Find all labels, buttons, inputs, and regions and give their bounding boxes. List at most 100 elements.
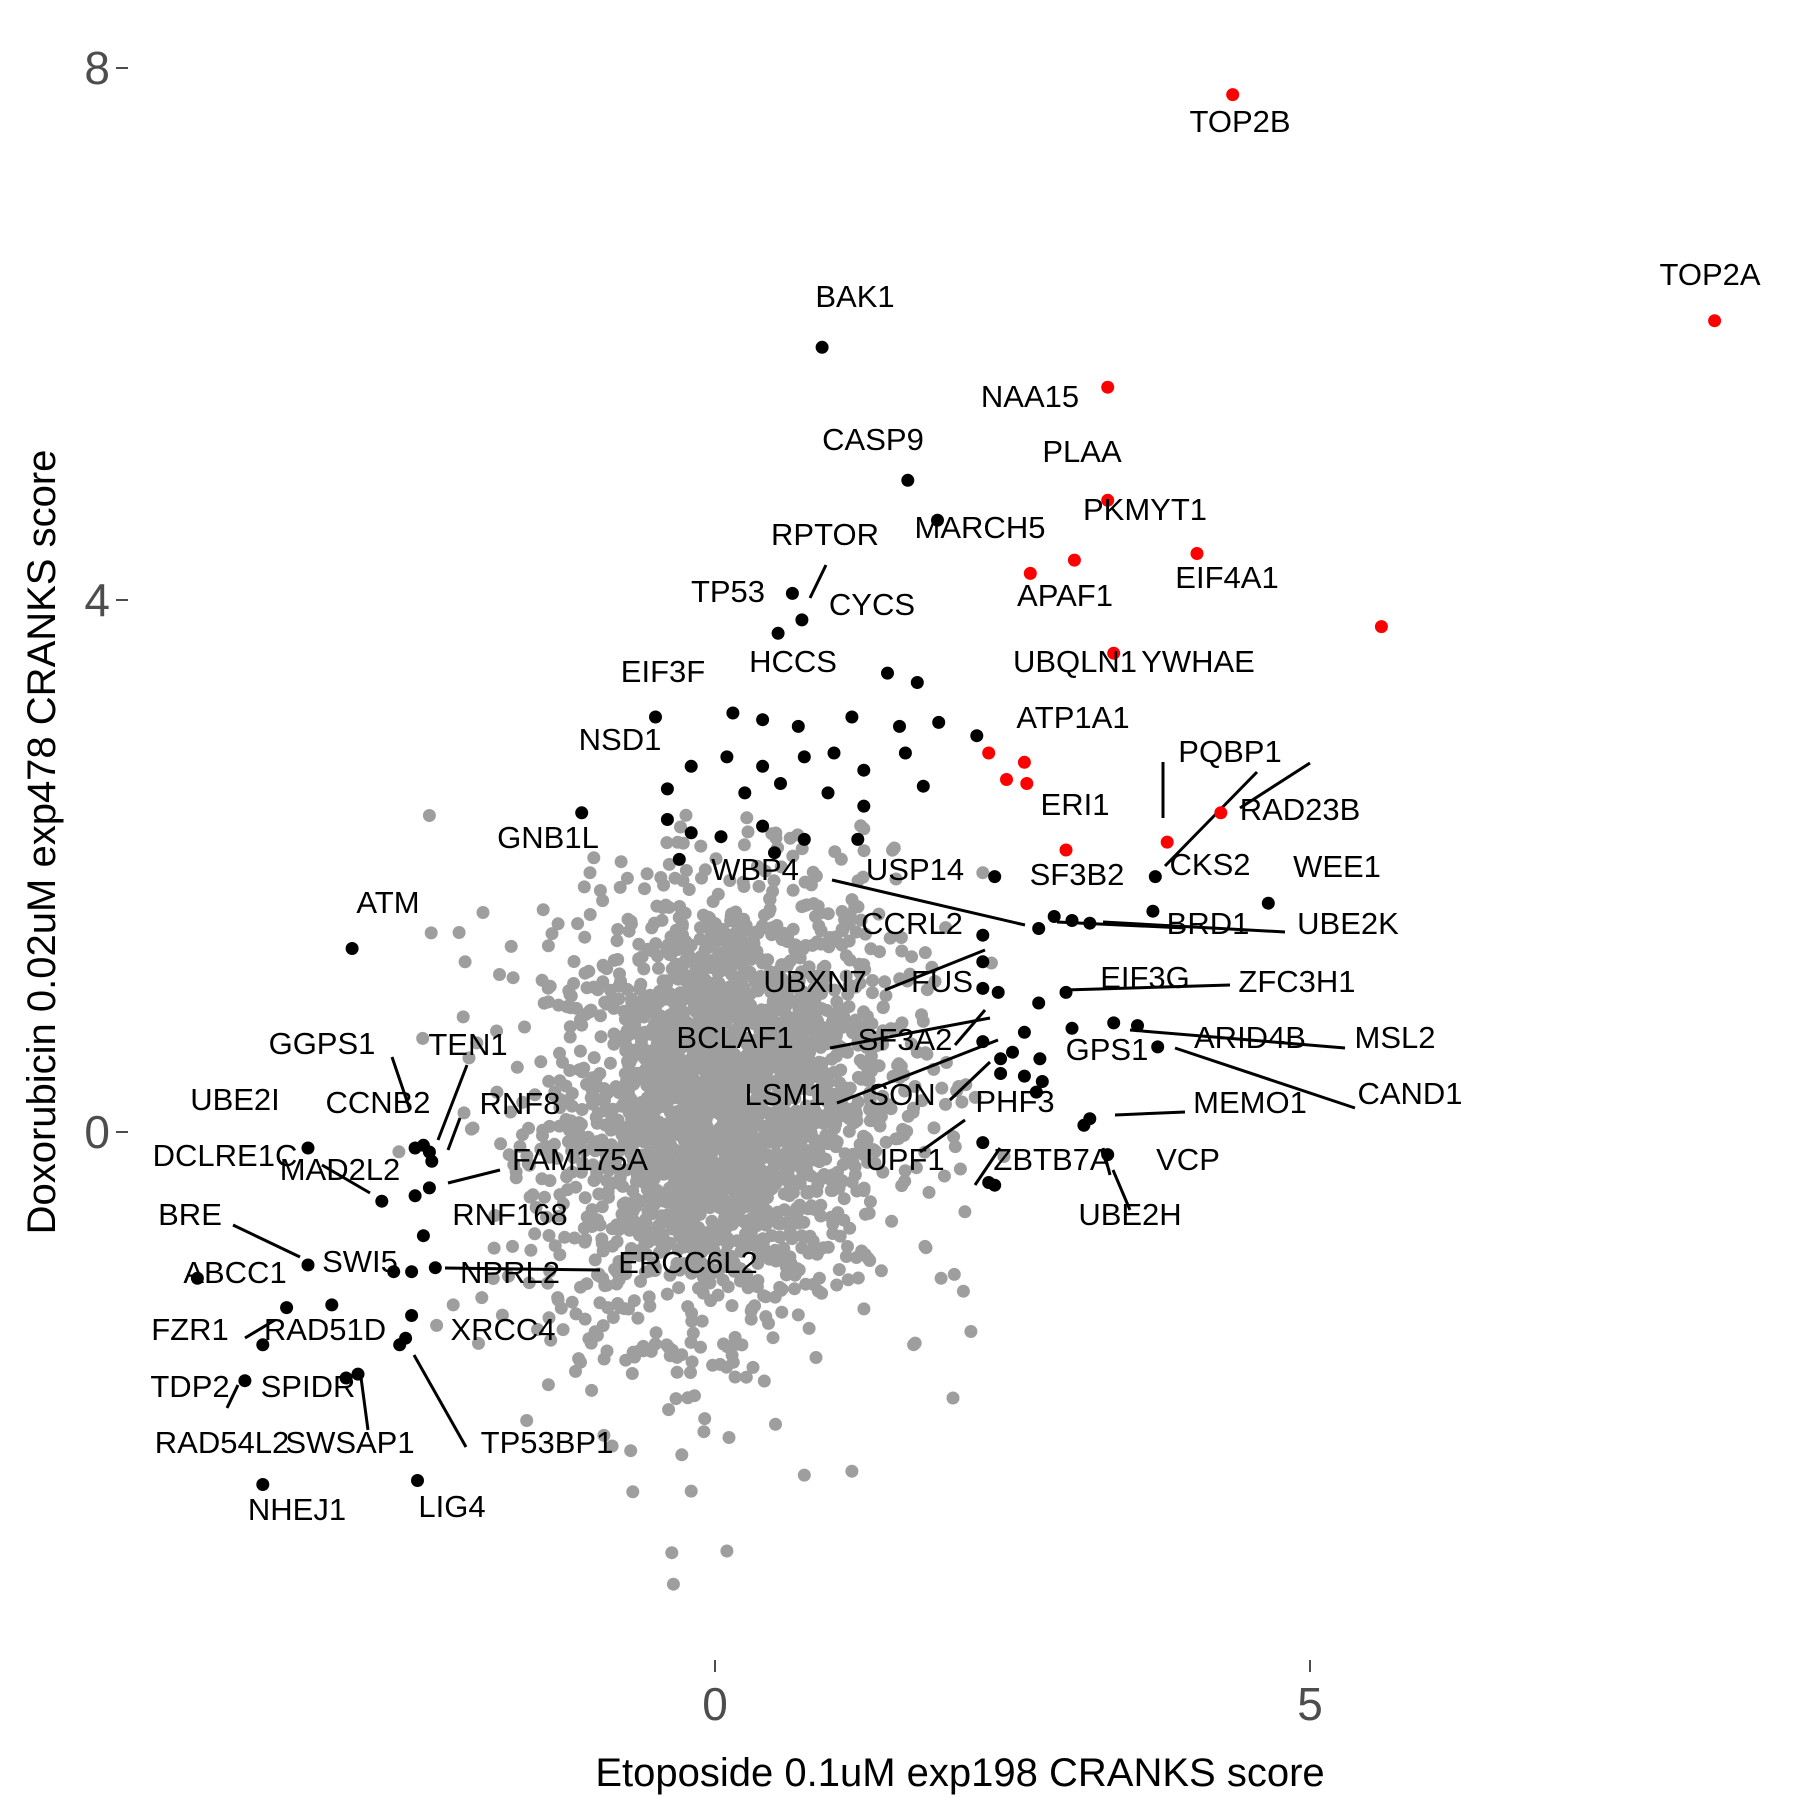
background-point bbox=[782, 956, 796, 970]
background-point bbox=[577, 880, 591, 894]
background-point bbox=[860, 1009, 874, 1023]
leader-line bbox=[884, 948, 986, 992]
background-point bbox=[743, 1219, 757, 1233]
background-point bbox=[578, 930, 592, 944]
label-brd1: BRD1 bbox=[1167, 906, 1250, 941]
point-swsap1 bbox=[339, 1371, 353, 1385]
background-point bbox=[563, 1030, 577, 1044]
background-point bbox=[694, 1138, 708, 1152]
background-point bbox=[833, 1229, 847, 1243]
background-point bbox=[886, 843, 899, 857]
background-point bbox=[513, 1140, 527, 1153]
background-point bbox=[841, 1240, 854, 1253]
label-eif4a1: EIF4A1 bbox=[1175, 560, 1278, 595]
label-memo1: MEMO1 bbox=[1193, 1085, 1307, 1120]
background-point bbox=[774, 1109, 788, 1123]
background-point bbox=[663, 1268, 677, 1282]
background-point bbox=[833, 1174, 846, 1188]
background-point bbox=[935, 1081, 949, 1095]
background-point bbox=[679, 864, 693, 877]
background-point bbox=[671, 1243, 685, 1257]
background-point bbox=[662, 857, 676, 871]
background-points bbox=[392, 808, 1011, 1591]
background-point bbox=[591, 1268, 604, 1282]
background-point bbox=[724, 909, 738, 923]
data-point bbox=[1017, 1025, 1031, 1039]
point-vcp bbox=[1077, 1118, 1091, 1132]
background-point bbox=[775, 972, 789, 986]
background-point bbox=[699, 1067, 713, 1081]
data-point bbox=[660, 782, 674, 796]
background-point bbox=[773, 1230, 787, 1244]
data-point bbox=[714, 830, 728, 844]
background-point bbox=[573, 1044, 587, 1058]
background-point bbox=[446, 1298, 460, 1312]
label-fus: FUS bbox=[911, 964, 973, 999]
point-top2b bbox=[1226, 88, 1240, 102]
background-point bbox=[597, 1352, 611, 1366]
background-point bbox=[578, 1235, 592, 1249]
background-point bbox=[814, 1209, 828, 1223]
background-point bbox=[577, 1061, 591, 1075]
background-point bbox=[598, 1160, 612, 1173]
background-point bbox=[565, 1295, 579, 1309]
background-point bbox=[853, 966, 867, 980]
background-point bbox=[452, 926, 466, 939]
background-point bbox=[664, 1138, 678, 1152]
point-ercc6l2 bbox=[428, 1261, 442, 1275]
background-point bbox=[836, 1158, 850, 1172]
background-point bbox=[939, 1097, 952, 1111]
label-ggps1: GGPS1 bbox=[269, 1026, 376, 1061]
background-point bbox=[737, 838, 751, 852]
background-point bbox=[820, 1003, 834, 1017]
background-point bbox=[759, 1090, 773, 1104]
background-point bbox=[553, 1101, 567, 1115]
background-point bbox=[620, 982, 634, 996]
background-point bbox=[626, 1485, 640, 1499]
point-cycs bbox=[795, 613, 809, 627]
background-point bbox=[476, 906, 490, 919]
label-top2b: TOP2B bbox=[1189, 104, 1290, 139]
background-point bbox=[631, 1311, 645, 1325]
label-sf3a2: SF3A2 bbox=[858, 1022, 953, 1057]
label-swi5: SWI5 bbox=[322, 1244, 398, 1279]
background-point bbox=[650, 1146, 664, 1159]
background-point bbox=[750, 1203, 763, 1217]
data-point bbox=[756, 819, 770, 833]
data-point bbox=[827, 746, 841, 760]
background-point bbox=[885, 1214, 899, 1228]
label-abcc1: ABCC1 bbox=[183, 1255, 286, 1290]
background-point bbox=[757, 1289, 771, 1303]
label-arid4b: ARID4B bbox=[1194, 1020, 1306, 1055]
data-point bbox=[660, 813, 674, 826]
background-point bbox=[688, 1024, 702, 1038]
background-point bbox=[927, 1121, 941, 1135]
background-point bbox=[681, 1016, 695, 1030]
background-point bbox=[707, 1143, 721, 1157]
background-point bbox=[774, 860, 788, 874]
background-point bbox=[723, 874, 737, 887]
labeled-points bbox=[190, 88, 1722, 1491]
point-gps1 bbox=[1033, 1052, 1047, 1066]
background-point bbox=[622, 924, 636, 938]
background-point bbox=[865, 986, 879, 1000]
background-point bbox=[651, 949, 664, 963]
background-point bbox=[762, 1316, 775, 1330]
label-ubqln1: UBQLN1 bbox=[1013, 644, 1137, 679]
label-fzr1: FZR1 bbox=[151, 1312, 229, 1347]
background-point bbox=[692, 1043, 706, 1057]
point-dclre1c bbox=[375, 1194, 389, 1208]
background-point bbox=[662, 900, 676, 914]
background-point bbox=[430, 1318, 444, 1332]
background-point bbox=[670, 1003, 684, 1017]
leader-line bbox=[1102, 920, 1286, 934]
data-point bbox=[931, 513, 944, 527]
background-point bbox=[638, 1265, 652, 1279]
background-point bbox=[791, 1038, 805, 1052]
background-point bbox=[879, 989, 893, 1003]
data-point bbox=[1131, 1019, 1144, 1033]
background-point bbox=[734, 1000, 748, 1014]
background-point bbox=[818, 1025, 832, 1039]
label-ccnb2: CCNB2 bbox=[325, 1085, 430, 1120]
